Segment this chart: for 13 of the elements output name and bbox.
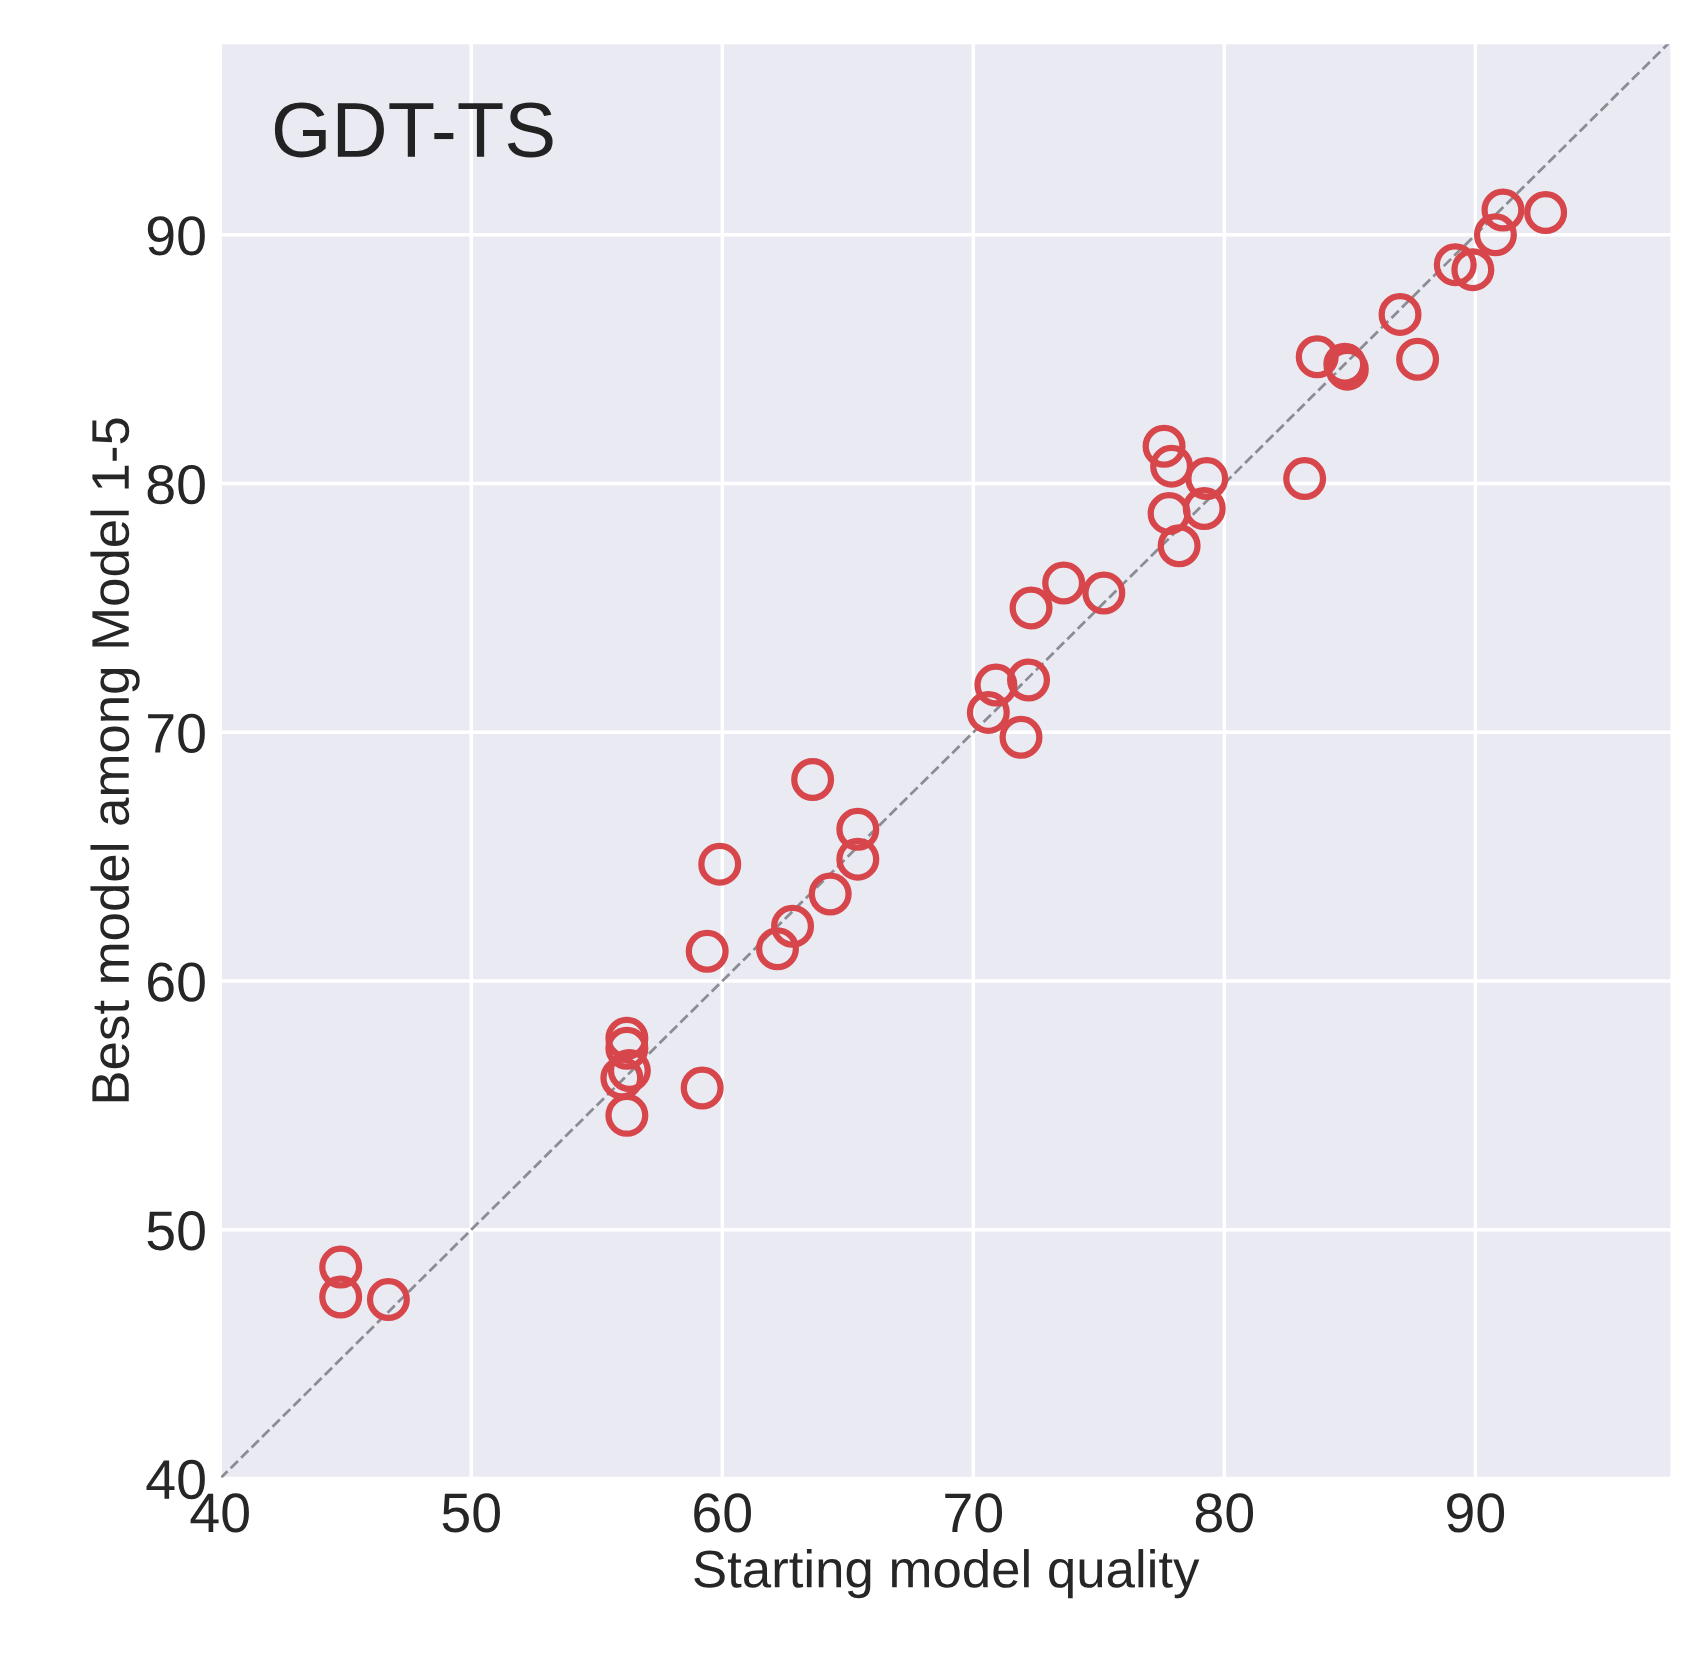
y-tick-label: 60 [148,962,205,1002]
x-tick-label: 70 [945,1493,1003,1533]
y-tick-label: 70 [148,713,205,753]
x-tick-label: 80 [1195,1493,1254,1533]
x-axis-title: Starting model quality [694,1549,1200,1599]
x-tick-label: 50 [442,1493,500,1533]
y-tick-label: 90 [147,216,205,256]
y-tick-label: 80 [147,464,205,505]
x-tick-label: 60 [694,1493,751,1533]
y-tick-label: 50 [147,1211,205,1251]
annotation: GDT-TS [274,102,553,158]
y-axis-title: Best model among Model 1-5 [90,418,140,1102]
x-tick-label: 90 [1447,1493,1505,1533]
